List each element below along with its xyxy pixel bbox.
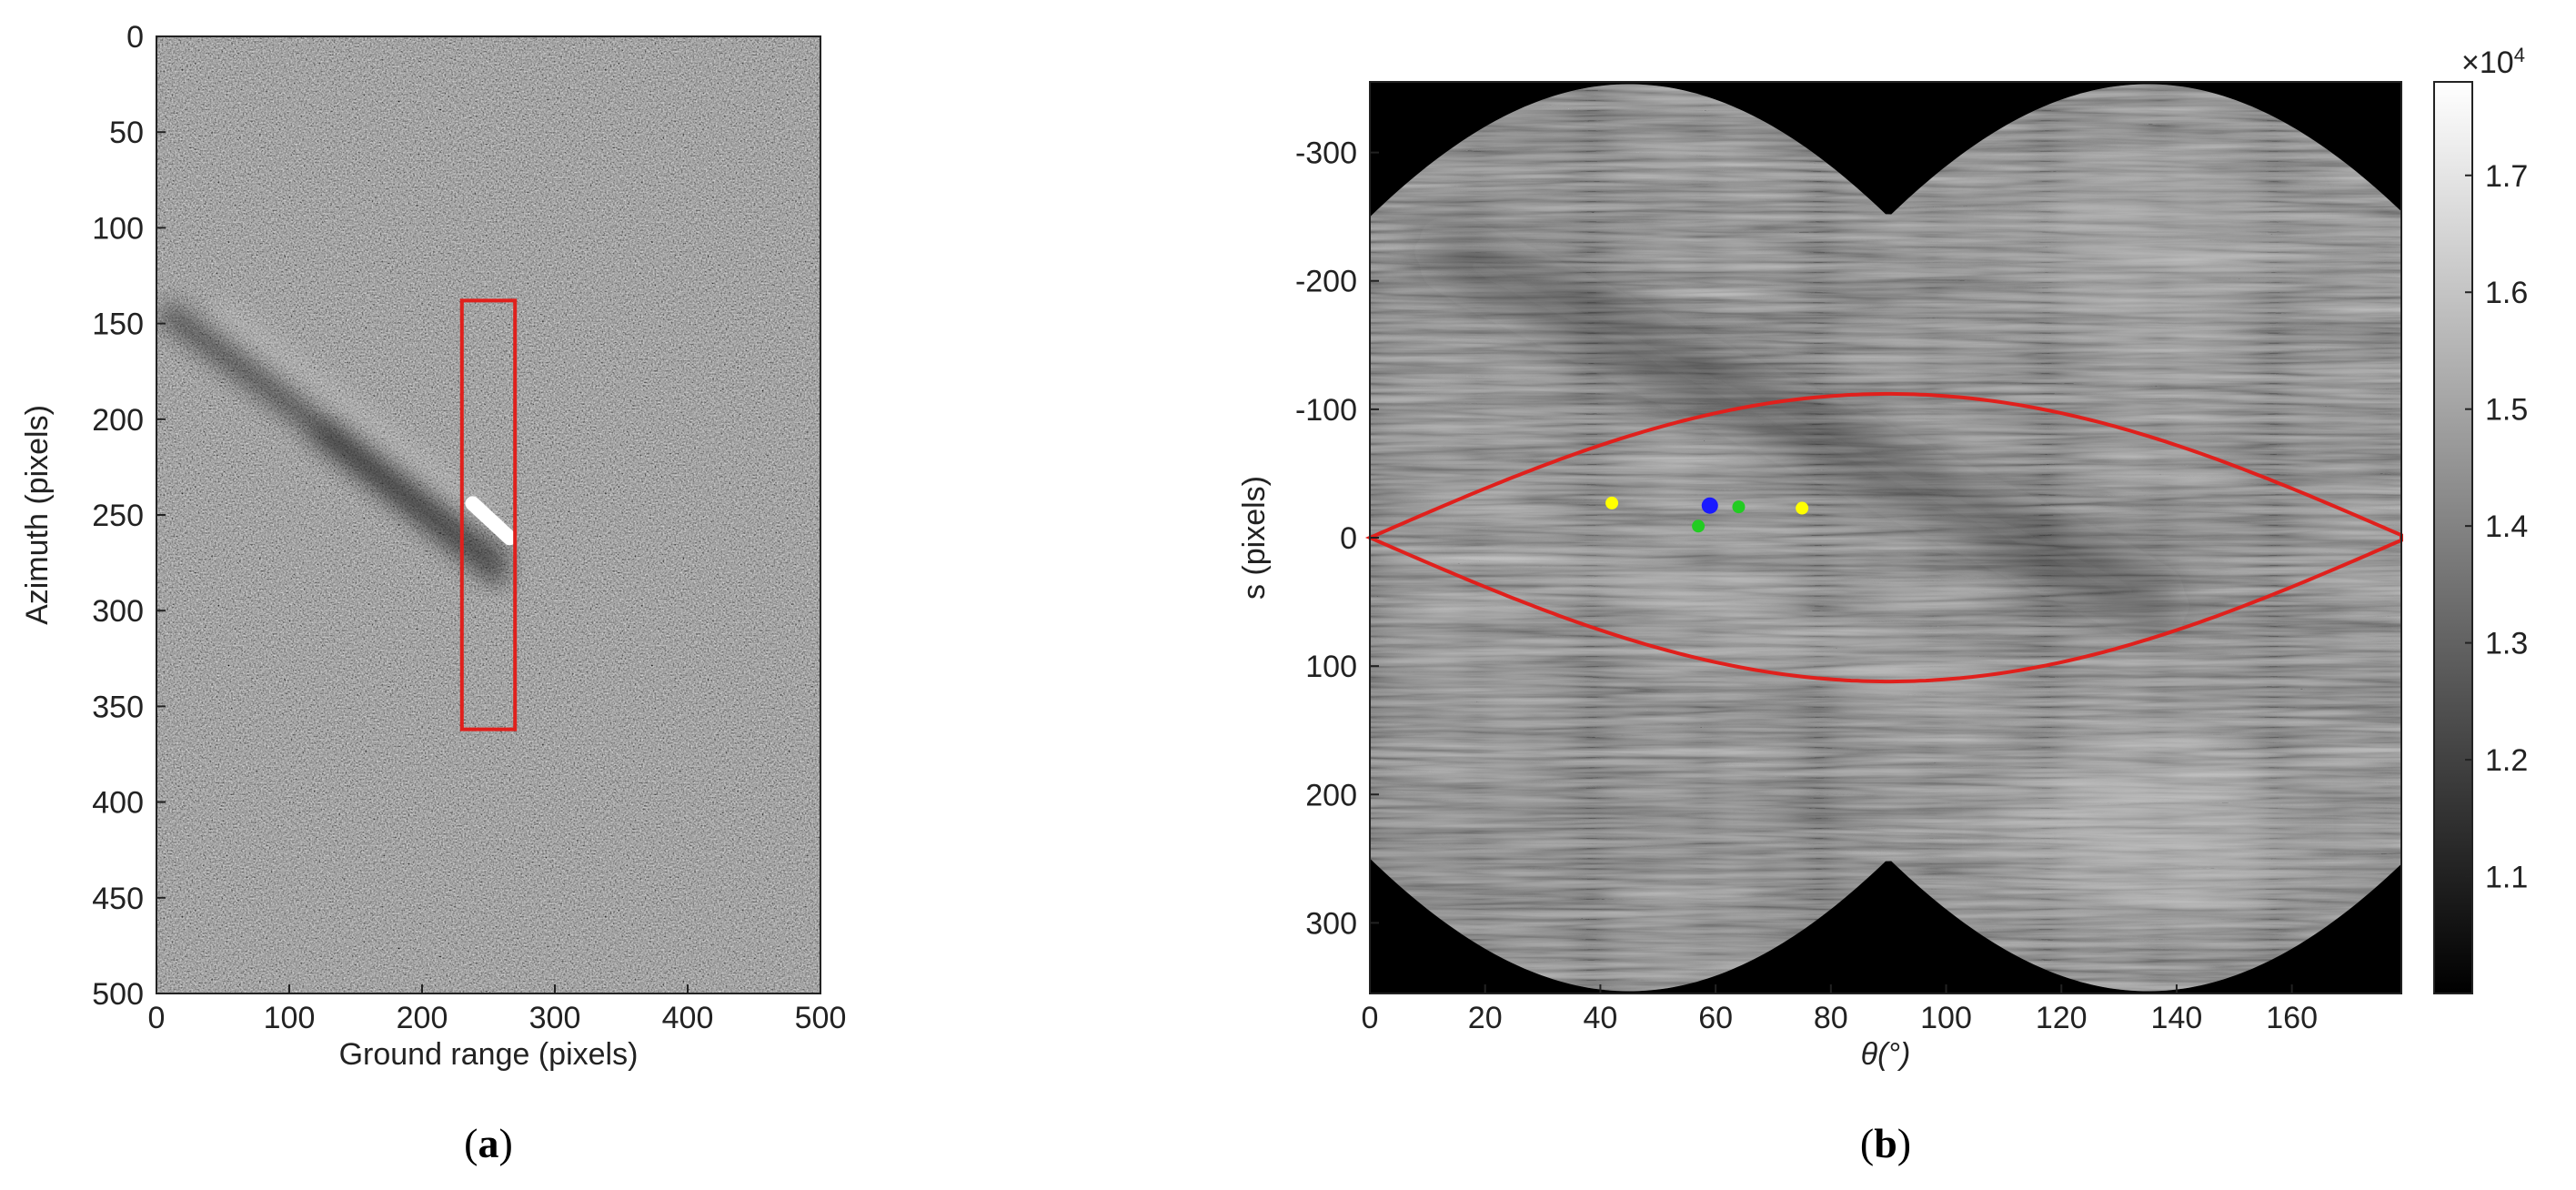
y-axis-label: Azimuth (pixels) xyxy=(20,405,55,625)
x-tick-label: 80 xyxy=(1814,1001,1848,1035)
colorbar-gradient xyxy=(2433,81,2473,994)
panel-b-axes: 0 20 40 60 80 100 120 140 160 -300 -200 -100 0 100 200… xyxy=(1295,81,2402,1035)
y-tick-label: 300 xyxy=(92,594,144,629)
ship-target xyxy=(465,496,518,546)
x-tick-label: 400 xyxy=(662,1001,714,1035)
y-tick-label: -200 xyxy=(1295,265,1357,299)
colorbar-multiplier: ×104 xyxy=(2461,44,2525,80)
x-tick-label: 300 xyxy=(529,1001,581,1035)
y-tick-label: -100 xyxy=(1295,393,1357,428)
marker-point xyxy=(1692,519,1706,533)
y-tick-label: 100 xyxy=(92,211,144,246)
panel-b: 0 20 40 60 80 100 120 140 160 -300 -200 -100 0 100 200… xyxy=(1237,44,2528,1166)
x-tick-label: 120 xyxy=(2036,1001,2088,1035)
x-axis-label: Ground range (pixels) xyxy=(339,1037,639,1072)
y-tick-label: 50 xyxy=(109,116,144,150)
x-axis-label: θ(°) xyxy=(1861,1037,1911,1072)
x-tick-label: 60 xyxy=(1698,1001,1733,1035)
caption-b: (b) xyxy=(1860,1120,1911,1166)
x-tick-label: 500 xyxy=(795,1001,847,1035)
sar-image xyxy=(156,36,820,993)
x-tick-label: 100 xyxy=(1920,1001,1972,1035)
x-tick-label: 160 xyxy=(2266,1001,2318,1035)
panel-a-axes: 0 100 200 300 400 500050100150200250300350400… xyxy=(92,20,846,1035)
dark-band xyxy=(1419,226,2185,631)
y-tick-label: 400 xyxy=(92,786,144,821)
y-axis-label: s (pixels) xyxy=(1237,476,1272,600)
colorbar: 1.1 1.2 1.3 1.4 1.5 1.6 1.7 xyxy=(2433,81,2528,994)
bright-region xyxy=(1993,732,2303,933)
y-tick-label: -300 xyxy=(1295,136,1357,171)
y-tick-label: 0 xyxy=(126,20,144,55)
radon-image xyxy=(1364,82,2403,993)
y-tick-label: 250 xyxy=(92,499,144,533)
marker-point xyxy=(1701,497,1718,514)
panel-a: 0 100 200 300 400 500050100150200250300350400… xyxy=(20,20,846,1166)
dark-wake-2 xyxy=(309,420,511,590)
colorbar-tick-label: 1.4 xyxy=(2485,509,2528,544)
y-tick-label: 300 xyxy=(1305,906,1357,941)
caption-a: (a) xyxy=(464,1120,513,1166)
colorbar-tick-label: 1.3 xyxy=(2485,627,2528,661)
y-tick-label: 450 xyxy=(92,882,144,916)
y-tick-label: 500 xyxy=(92,977,144,1012)
x-tick-label: 200 xyxy=(397,1001,448,1035)
x-tick-label: 140 xyxy=(2151,1001,2203,1035)
colorbar-tick-label: 1.2 xyxy=(2485,743,2528,778)
y-tick-label: 200 xyxy=(92,403,144,438)
marker-point xyxy=(1732,500,1746,514)
colorbar-tick-label: 1.7 xyxy=(2485,159,2528,194)
bright-band xyxy=(1479,509,2010,733)
y-tick-label: 0 xyxy=(1340,521,1357,556)
bright-wake xyxy=(211,299,496,523)
x-tick-label: 100 xyxy=(264,1001,316,1035)
colorbar-tick-label: 1.6 xyxy=(2485,276,2528,310)
marker-point xyxy=(1605,496,1619,509)
x-tick-label: 0 xyxy=(148,1001,166,1035)
colorbar-tick-label: 1.5 xyxy=(2485,393,2528,428)
colorbar-tick-label: 1.1 xyxy=(2485,861,2528,895)
y-tick-label: 350 xyxy=(92,690,144,724)
y-tick-label: 200 xyxy=(1305,778,1357,812)
x-tick-label: 20 xyxy=(1468,1001,1503,1035)
marker-point xyxy=(1796,501,1809,515)
x-tick-label: 40 xyxy=(1583,1001,1617,1035)
y-tick-label: 150 xyxy=(92,308,144,342)
x-tick-label: 0 xyxy=(1362,1001,1379,1035)
bright-region-top xyxy=(1993,151,2303,334)
y-tick-label: 100 xyxy=(1305,650,1357,684)
highlight-box xyxy=(459,298,518,731)
